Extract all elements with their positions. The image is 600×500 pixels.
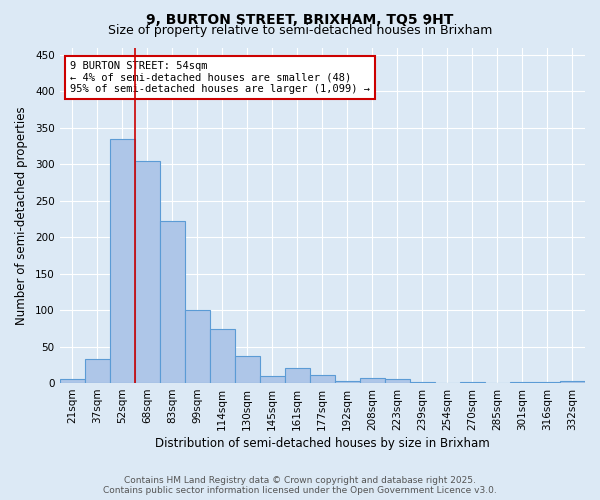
Bar [59, 380, 85, 383]
Text: Contains HM Land Registry data © Crown copyright and database right 2025.
Contai: Contains HM Land Registry data © Crown c… [103, 476, 497, 495]
Bar [385, 380, 410, 383]
Bar [209, 329, 235, 383]
Text: 9 BURTON STREET: 54sqm
← 4% of semi-detached houses are smaller (48)
95% of semi: 9 BURTON STREET: 54sqm ← 4% of semi-deta… [70, 61, 370, 94]
Text: Size of property relative to semi-detached houses in Brixham: Size of property relative to semi-detach… [108, 24, 492, 37]
Bar [310, 375, 335, 383]
Bar [360, 378, 385, 383]
Bar [335, 381, 360, 383]
X-axis label: Distribution of semi-detached houses by size in Brixham: Distribution of semi-detached houses by … [155, 437, 490, 450]
Bar [285, 368, 310, 383]
Bar [260, 376, 285, 383]
Bar [160, 221, 185, 383]
Bar [560, 381, 585, 383]
Text: 9, BURTON STREET, BRIXHAM, TQ5 9HT: 9, BURTON STREET, BRIXHAM, TQ5 9HT [146, 12, 454, 26]
Bar [235, 356, 260, 383]
Bar [85, 359, 110, 383]
Y-axis label: Number of semi-detached properties: Number of semi-detached properties [15, 106, 28, 324]
Bar [134, 160, 160, 383]
Bar [185, 310, 209, 383]
Bar [110, 138, 134, 383]
Bar [410, 382, 435, 383]
Bar [535, 382, 560, 383]
Bar [460, 382, 485, 383]
Bar [510, 382, 535, 383]
